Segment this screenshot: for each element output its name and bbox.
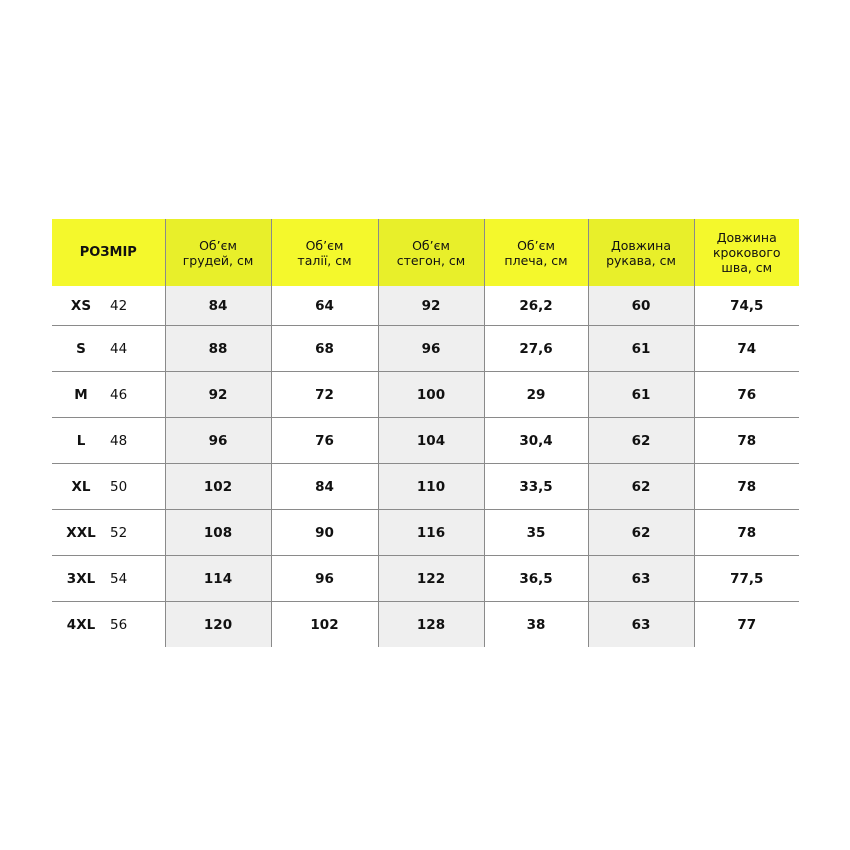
measurement-cell: 77 — [693, 601, 799, 647]
measurement-cell: 100 — [377, 371, 484, 418]
table-row: L 48 96 76 104 30,4 62 78 — [52, 417, 799, 464]
measurement-cell: 26,2 — [483, 286, 588, 326]
table-row: XL 50 102 84 110 33,5 62 78 — [52, 463, 799, 510]
size-letter: 3XL — [66, 570, 96, 587]
size-letter: 4XL — [66, 616, 96, 633]
size-cell: 3XL 54 — [52, 555, 165, 602]
size-ua: 44 — [110, 340, 128, 357]
measurement-cell: 84 — [270, 463, 378, 510]
size-letter: XXL — [66, 524, 96, 541]
size-cell: 4XL 56 — [52, 602, 165, 648]
column-header: Об’єм грудей, см — [164, 219, 271, 286]
measurement-cell: 102 — [270, 601, 378, 647]
measurement-cell: 74,5 — [693, 286, 799, 326]
size-ua: 42 — [110, 297, 128, 314]
measurement-cell: 76 — [270, 417, 378, 464]
measurement-cell: 114 — [164, 555, 271, 602]
measurement-cell: 92 — [164, 371, 271, 418]
measurement-cell: 62 — [587, 417, 694, 464]
measurement-cell: 128 — [377, 601, 484, 647]
measurement-cell: 72 — [270, 371, 378, 418]
table-row: XXL 52 108 90 116 35 62 78 — [52, 509, 799, 556]
measurement-cell: 35 — [483, 509, 588, 556]
size-letter: XL — [71, 478, 91, 495]
measurement-cell: 96 — [164, 417, 271, 464]
table-row: XS 42 84 64 92 26,2 60 74,5 — [52, 286, 799, 326]
column-header: Об’єм стегон, см — [377, 219, 484, 286]
table-row: S 44 88 68 96 27,6 61 74 — [52, 325, 799, 372]
size-letter: S — [76, 340, 86, 357]
measurement-cell: 76 — [693, 371, 799, 418]
measurement-cell: 68 — [270, 325, 378, 372]
measurement-cell: 33,5 — [483, 463, 588, 510]
measurement-cell: 108 — [164, 509, 271, 556]
size-chart-table: РОЗМІР Об’єм грудей, см Об’єм талії, см Об’… — [52, 219, 799, 647]
measurement-cell: 61 — [587, 371, 694, 418]
measurement-cell: 38 — [483, 601, 588, 647]
table-row: M 46 92 72 100 29 61 76 — [52, 371, 799, 418]
header-row: РОЗМІР Об’єм грудей, см Об’єм талії, см Об’… — [52, 219, 799, 286]
size-cell: L 48 — [52, 417, 165, 464]
measurement-cell: 88 — [164, 325, 271, 372]
measurement-cell: 84 — [164, 286, 271, 326]
measurement-cell: 74 — [693, 325, 799, 372]
measurement-cell: 110 — [377, 463, 484, 510]
measurement-cell: 96 — [377, 325, 484, 372]
measurement-cell: 30,4 — [483, 417, 588, 464]
measurement-cell: 36,5 — [483, 555, 588, 602]
size-ua: 48 — [110, 432, 128, 449]
measurement-cell: 78 — [693, 463, 799, 510]
table-row: 3XL 54 114 96 122 36,5 63 77,5 — [52, 555, 799, 602]
measurement-cell: 96 — [270, 555, 378, 602]
measurement-cell: 90 — [270, 509, 378, 556]
measurement-cell: 78 — [693, 509, 799, 556]
size-ua: 54 — [110, 570, 128, 587]
measurement-cell: 63 — [587, 555, 694, 602]
column-header: РОЗМІР — [52, 219, 165, 286]
column-header: Довжина крокового шва, см — [693, 219, 799, 286]
measurement-cell: 60 — [587, 286, 694, 326]
size-letter: M — [74, 386, 88, 403]
size-ua: 50 — [110, 478, 128, 495]
size-cell: XL 50 — [52, 463, 165, 510]
size-letter: L — [76, 432, 86, 449]
size-cell: S 44 — [52, 325, 165, 372]
measurement-cell: 120 — [164, 601, 271, 647]
measurement-cell: 116 — [377, 509, 484, 556]
measurement-cell: 29 — [483, 371, 588, 418]
size-ua: 46 — [110, 386, 128, 403]
column-header: Об’єм плеча, см — [483, 219, 588, 286]
size-letter: XS — [70, 297, 92, 314]
size-cell: XXL 52 — [52, 509, 165, 556]
measurement-cell: 27,6 — [483, 325, 588, 372]
size-cell: XS 42 — [52, 286, 165, 326]
column-header: Довжина рукава, см — [587, 219, 694, 286]
table-row: 4XL 56 120 102 128 38 63 77 — [52, 601, 799, 648]
size-ua: 52 — [110, 524, 128, 541]
measurement-cell: 62 — [587, 509, 694, 556]
measurement-cell: 64 — [270, 286, 378, 326]
measurement-cell: 77,5 — [693, 555, 799, 602]
measurement-cell: 61 — [587, 325, 694, 372]
measurement-cell: 102 — [164, 463, 271, 510]
size-cell: M 46 — [52, 371, 165, 418]
measurement-cell: 122 — [377, 555, 484, 602]
measurement-cell: 63 — [587, 601, 694, 647]
column-header: Об’єм талії, см — [270, 219, 378, 286]
measurement-cell: 62 — [587, 463, 694, 510]
measurement-cell: 78 — [693, 417, 799, 464]
measurement-cell: 104 — [377, 417, 484, 464]
size-ua: 56 — [110, 616, 128, 633]
measurement-cell: 92 — [377, 286, 484, 326]
